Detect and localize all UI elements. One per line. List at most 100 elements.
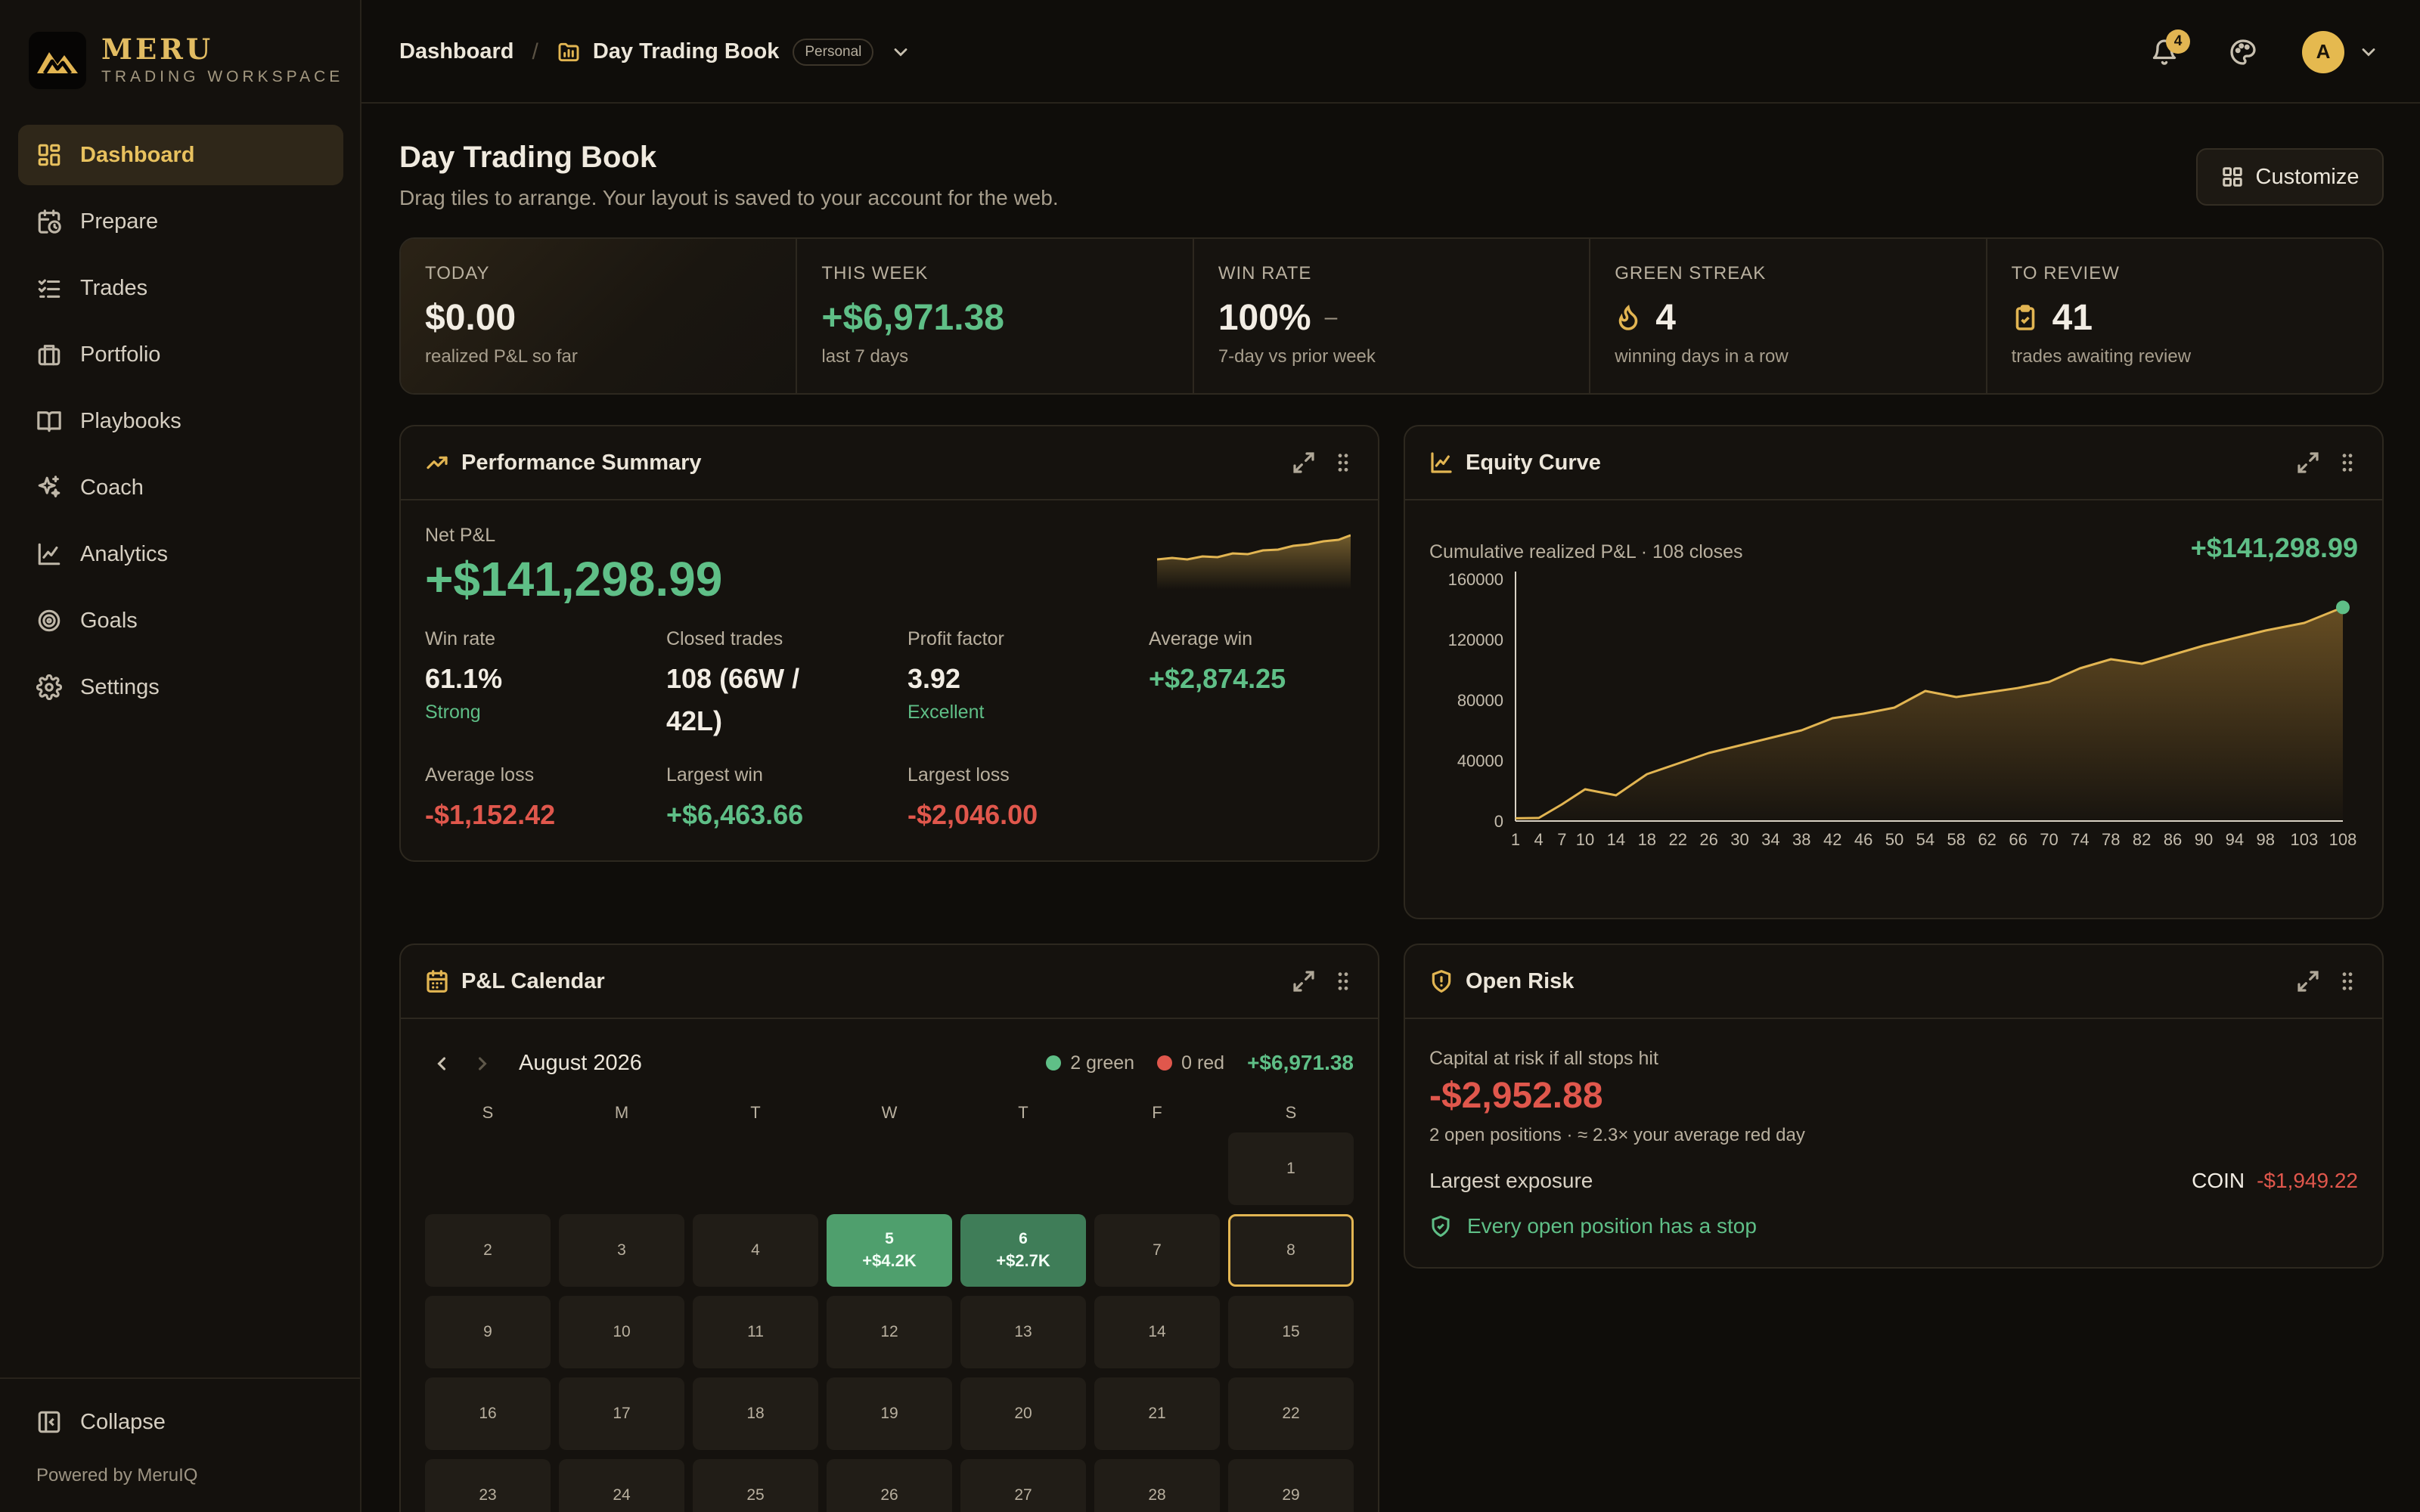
target-icon: [36, 608, 62, 634]
calendar-day[interactable]: 2: [425, 1214, 551, 1287]
calendar-day[interactable]: 27: [960, 1459, 1086, 1512]
theme-button[interactable]: [2223, 33, 2263, 72]
performance-summary-card: Performance Summary Net P&L +$141,298.99…: [399, 425, 1379, 862]
flame-icon: [1618, 305, 1638, 330]
breadcrumb-dashboard-link[interactable]: Dashboard: [399, 39, 514, 64]
avatar[interactable]: A: [2302, 30, 2344, 73]
largest-exposure[interactable]: COIN -$1,949.22: [2192, 1169, 2358, 1193]
equity-total: +$141,298.99: [2190, 532, 2358, 563]
calendar-day[interactable]: 11: [693, 1296, 818, 1368]
chevron-down-icon[interactable]: [890, 42, 911, 63]
calendar-day[interactable]: 25: [693, 1459, 818, 1512]
calendar-day[interactable]: 21: [1094, 1377, 1220, 1450]
stat-win-rate[interactable]: WIN RATE 100% – 7-day vs prior week: [1194, 239, 1591, 393]
x-tick-label: 108: [2329, 830, 2357, 849]
day-number: 25: [746, 1486, 765, 1504]
x-tick-label: 14: [1607, 830, 1625, 849]
drag-handle-icon[interactable]: [1331, 969, 1355, 993]
book-selector[interactable]: Day Trading Book: [592, 39, 780, 64]
stat-today[interactable]: TODAY $0.00 realized P&L so far: [401, 239, 798, 393]
y-tick-label: 160000: [1448, 570, 1503, 589]
calendar-icon: [425, 969, 449, 993]
calendar-day[interactable]: 4: [693, 1214, 818, 1287]
bell-icon: [2152, 39, 2176, 65]
calendar-day[interactable]: 8: [1228, 1214, 1354, 1287]
brand[interactable]: MERU TRADING WORKSPACE: [29, 32, 343, 89]
x-tick-label: 34: [1761, 830, 1779, 849]
sidebar-item-prepare[interactable]: Prepare: [18, 191, 343, 252]
calendar-day[interactable]: 7: [1094, 1214, 1220, 1287]
book-icon: [36, 408, 62, 434]
calendar-day[interactable]: 13: [960, 1296, 1086, 1368]
day-pnl: +$4.2K: [862, 1251, 917, 1270]
expand-icon[interactable]: [2296, 969, 2320, 993]
calendar-day[interactable]: 26: [827, 1459, 952, 1512]
card-title: Open Risk: [1466, 968, 1575, 993]
calendar-day[interactable]: 5 +$4.2K: [827, 1214, 952, 1287]
drag-handle-icon[interactable]: [1331, 451, 1355, 475]
exposure-amount: -$1,949.22: [2257, 1169, 2358, 1192]
expand-icon[interactable]: [1292, 969, 1316, 993]
sidebar-item-dashboard[interactable]: Dashboard: [18, 125, 343, 185]
chevron-right-icon[interactable]: [472, 1053, 493, 1074]
calendar-day[interactable]: 10: [559, 1296, 684, 1368]
x-tick-label: 86: [2164, 830, 2182, 849]
calendar-day[interactable]: 20: [960, 1377, 1086, 1450]
calendar-day[interactable]: 23: [425, 1459, 551, 1512]
calendar-day[interactable]: 14: [1094, 1296, 1220, 1368]
stat-value-row: 41: [2012, 296, 2382, 339]
x-tick-label: 54: [1916, 830, 1934, 849]
sidebar-item-label: Dashboard: [80, 142, 195, 167]
collapse-button[interactable]: Collapse: [36, 1409, 166, 1435]
sidebar-item-coach[interactable]: Coach: [18, 457, 343, 518]
chevron-left-icon[interactable]: [431, 1053, 452, 1074]
expand-icon[interactable]: [1292, 451, 1316, 475]
stat-this-week[interactable]: THIS WEEK +$6,971.38 last 7 days: [797, 239, 1194, 393]
chevron-down-icon[interactable]: [2358, 42, 2379, 63]
calendar-day[interactable]: 18: [693, 1377, 818, 1450]
sidebar-item-portfolio[interactable]: Portfolio: [18, 324, 343, 385]
stat-green-streak[interactable]: GREEN STREAK 4 winning days in a row: [1590, 239, 1987, 393]
day-number: 16: [479, 1405, 497, 1422]
day-number: 9: [483, 1323, 492, 1340]
calendar-day[interactable]: 12: [827, 1296, 952, 1368]
legend-red-label: 0 red: [1181, 1052, 1225, 1074]
metric-largest-win: Largest win +$6,463.66: [666, 764, 908, 860]
calendar-day[interactable]: 17: [559, 1377, 684, 1450]
stat-value: $0.00: [425, 297, 517, 338]
drag-handle-icon[interactable]: [2335, 969, 2360, 993]
calendar-day[interactable]: 22: [1228, 1377, 1354, 1450]
equity-area: [1516, 607, 2343, 821]
exposure-symbol: COIN: [2192, 1169, 2245, 1192]
sidebar-item-label: Portfolio: [80, 342, 161, 367]
sidebar-item-goals[interactable]: Goals: [18, 590, 343, 651]
calendar-day[interactable]: 6 +$2.7K: [960, 1214, 1086, 1287]
notifications-button[interactable]: 4: [2145, 29, 2190, 72]
calendar-day[interactable]: 1: [1228, 1132, 1354, 1205]
customize-button[interactable]: Customize: [2196, 148, 2384, 206]
sidebar-item-analytics[interactable]: Analytics: [18, 524, 343, 584]
stat-to-review[interactable]: TO REVIEW 41 trades awaiting review: [1987, 239, 2382, 393]
collapse-label: Collapse: [80, 1409, 166, 1434]
sidebar-item-trades[interactable]: Trades: [18, 258, 343, 318]
calendar-day[interactable]: 9: [425, 1296, 551, 1368]
metric-profit-factor: Profit factor 3.92 Excellent: [908, 628, 1149, 764]
drag-handle-icon[interactable]: [2335, 451, 2360, 475]
equity-latest-point[interactable]: [2336, 600, 2350, 615]
calendar-day[interactable]: 28: [1094, 1459, 1220, 1512]
legend-red: 0 red: [1157, 1052, 1224, 1074]
calendar-day[interactable]: 29: [1228, 1459, 1354, 1512]
page-title: Day Trading Book: [399, 141, 657, 174]
metrics-grid: Win rate 61.1% Strong Closed trades 108 …: [425, 628, 1355, 860]
day-number: 27: [1014, 1486, 1032, 1504]
calendar-day[interactable]: 16: [425, 1377, 551, 1450]
card-header: P&L Calendar: [401, 945, 1378, 1019]
sidebar-item-settings[interactable]: Settings: [18, 657, 343, 717]
calendar-day[interactable]: 3: [559, 1214, 684, 1287]
calendar-day[interactable]: 24: [559, 1459, 684, 1512]
calendar-day[interactable]: 15: [1228, 1296, 1354, 1368]
sidebar-item-playbooks[interactable]: Playbooks: [18, 391, 343, 451]
expand-icon[interactable]: [2296, 451, 2320, 475]
calendar-day[interactable]: 19: [827, 1377, 952, 1450]
day-number: 12: [880, 1323, 898, 1340]
